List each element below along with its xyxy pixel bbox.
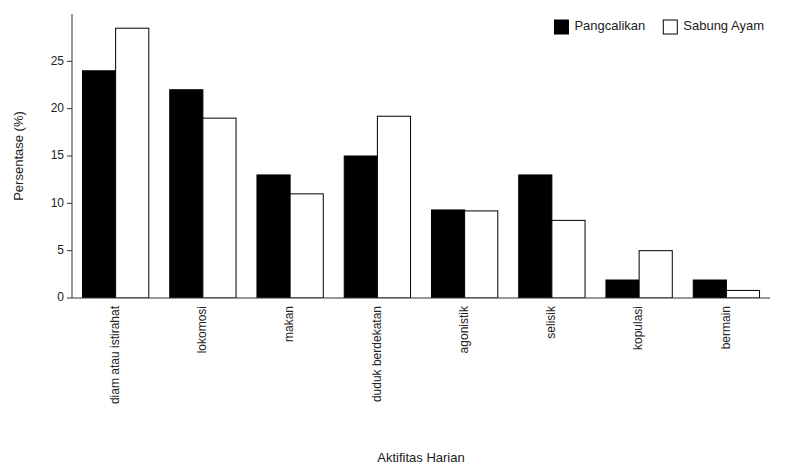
bar	[203, 118, 236, 298]
bars	[82, 28, 759, 298]
x-axis-title: Aktifitas Harian	[377, 450, 464, 465]
bar	[639, 251, 672, 298]
x-tick-label: bermain	[719, 306, 733, 349]
y-tick-label: 10	[51, 196, 65, 210]
legend-item: Sabung Ayam	[663, 18, 764, 34]
bar	[290, 194, 323, 298]
bar	[377, 116, 410, 298]
bar	[693, 280, 726, 298]
chart: 0 5 10 15 20 25 diam atau istirahat lokomosi mak…	[0, 0, 790, 476]
x-tick-label: selisik	[544, 305, 558, 339]
y-tick	[67, 298, 72, 299]
y-tick	[67, 203, 72, 204]
bar	[344, 156, 377, 298]
legend-swatch	[554, 20, 568, 34]
bar	[82, 71, 115, 298]
legend-label: Pangcalikan	[574, 18, 645, 33]
y-tick-label: 15	[51, 148, 65, 162]
legend-swatch	[663, 20, 677, 34]
bar	[431, 210, 464, 298]
bar	[606, 280, 639, 298]
bar	[465, 211, 498, 298]
y-tick-label: 5	[57, 243, 64, 257]
legend-item: Pangcalikan	[554, 18, 645, 34]
y-tick-label: 20	[51, 101, 65, 115]
legend-label: Sabung Ayam	[683, 18, 764, 33]
x-tick-label: agonistik	[457, 305, 471, 353]
y-tick-label: 25	[51, 54, 65, 68]
y-tick-label: 0	[57, 290, 64, 304]
y-tick	[67, 108, 72, 109]
legend: Pangcalikan Sabung Ayam	[554, 18, 764, 34]
x-tick-label: lokomosi	[195, 306, 209, 353]
bar	[552, 220, 585, 298]
x-tick-label: makan	[282, 306, 296, 342]
bar	[726, 290, 759, 298]
y-axis-title: Persentase (%)	[11, 111, 26, 201]
y-tick	[67, 61, 72, 62]
y-tick	[67, 156, 72, 157]
x-tick-label: kopulasi	[631, 306, 645, 350]
bar	[257, 175, 290, 298]
bar	[170, 90, 203, 298]
y-tick	[67, 250, 72, 251]
bar	[116, 28, 149, 298]
x-axis-line	[72, 298, 770, 299]
x-tick-label: diam atau istirahat	[108, 305, 122, 404]
bar	[519, 175, 552, 298]
x-tick-label: duduk berdekatan	[370, 306, 384, 402]
